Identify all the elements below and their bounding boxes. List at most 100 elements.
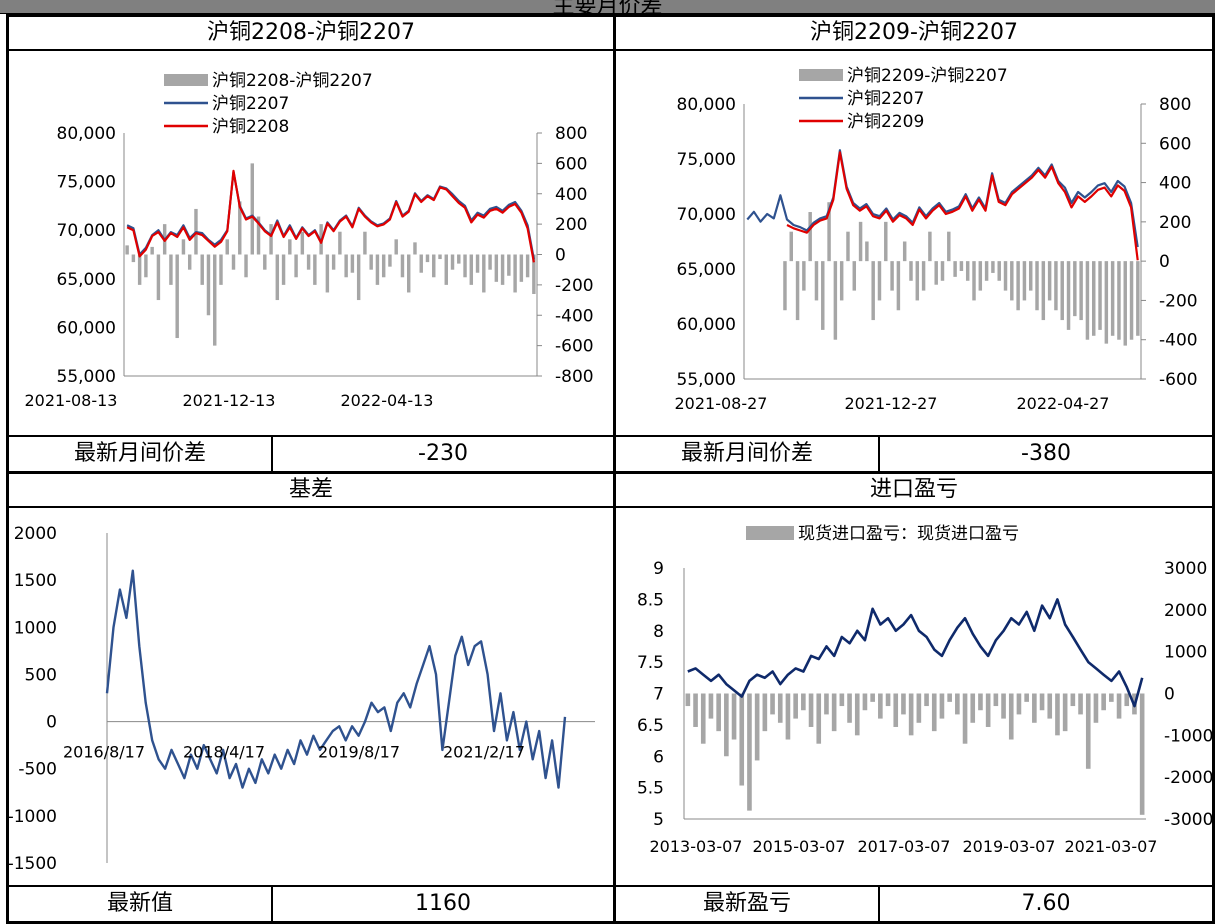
y-right-tick-label: 800 bbox=[1159, 95, 1191, 115]
bar-0-57 bbox=[1104, 261, 1109, 344]
bar-0-0 bbox=[685, 693, 691, 707]
y-right-tick-label: -600 bbox=[1159, 370, 1198, 390]
bar-0-51 bbox=[444, 254, 448, 285]
y-tick-label: 1500 bbox=[14, 571, 57, 591]
bar-0-35 bbox=[344, 254, 348, 278]
bar-0-12 bbox=[777, 693, 783, 723]
bar-0-62 bbox=[1136, 261, 1140, 336]
bar-0-28 bbox=[921, 261, 926, 291]
bar-0-65 bbox=[532, 254, 536, 294]
bar-0-3 bbox=[708, 693, 714, 719]
bar-0-4 bbox=[150, 246, 154, 255]
legend-swatch-bar bbox=[164, 74, 208, 86]
y-right-tick-label: -400 bbox=[555, 306, 594, 326]
y-right-tick-label: -600 bbox=[555, 337, 594, 357]
footer-value: -230 bbox=[418, 441, 468, 466]
y-tick-label: 1000 bbox=[14, 618, 57, 638]
panel-import-profit: 进口盈亏 9 8.5 8 7.5 7 6.5 6 5.5 5 3000 2000 1000 0 -1000… bbox=[613, 471, 1215, 924]
bar-0-35 bbox=[965, 261, 970, 281]
bar-0-41 bbox=[1003, 261, 1008, 291]
bar-0-13 bbox=[785, 693, 791, 740]
x-tick-label: 2022-04-13 bbox=[341, 391, 434, 410]
bar-0-1 bbox=[693, 693, 698, 727]
bar-0-36 bbox=[972, 261, 976, 301]
bar-0-22 bbox=[263, 254, 267, 270]
x-tick-label: 2017-03-07 bbox=[858, 837, 951, 856]
bar-0-51 bbox=[1066, 261, 1071, 330]
bar-0-50 bbox=[1060, 261, 1064, 321]
legend-label: 现货进口盈亏：现货进口盈亏 bbox=[798, 524, 1019, 544]
bar-0-1 bbox=[131, 254, 136, 263]
bar-0-37 bbox=[356, 254, 361, 301]
legend-label: 沪铜2209 bbox=[847, 112, 924, 132]
bar-0-33 bbox=[953, 261, 957, 277]
x-tick-label: 2016/8/17 bbox=[63, 743, 145, 762]
y-left-tick-label: 70,000 bbox=[57, 221, 116, 241]
bar-0-50 bbox=[1070, 693, 1076, 707]
header-bar: 主要月价差 bbox=[0, 0, 1215, 14]
bar-0-56 bbox=[1098, 261, 1102, 330]
bar-0-44 bbox=[1024, 693, 1029, 702]
y-tick-label: -1000 bbox=[9, 807, 57, 827]
y-left-tick-label: 8.5 bbox=[637, 590, 664, 610]
footer-label: 最新月间价差 bbox=[9, 437, 273, 471]
y-left-tick-label: 55,000 bbox=[677, 370, 736, 390]
chart-area: 80,000 75,000 70,000 65,000 60,000 55,000 800 6… bbox=[616, 51, 1212, 435]
bar-0-6 bbox=[783, 261, 787, 311]
bar-0-24 bbox=[275, 254, 280, 301]
bar-0-18 bbox=[858, 221, 863, 262]
chart-area: 9 8.5 8 7.5 7 6.5 6 5.5 5 3000 2000 1000 0 -1000 -2000… bbox=[616, 508, 1212, 885]
bar-0-38 bbox=[363, 231, 367, 255]
footer-row: 最新值 1160 bbox=[9, 885, 613, 921]
series-line-2 bbox=[786, 151, 1139, 261]
y-right-tick-label: 0 bbox=[1159, 252, 1170, 272]
y-tick-label: 500 bbox=[25, 665, 57, 685]
bar-0-40 bbox=[993, 693, 999, 707]
bar-0-26 bbox=[288, 239, 292, 255]
bar-0-49 bbox=[1054, 261, 1058, 311]
bar-0-32 bbox=[325, 254, 330, 293]
y-left-tick-label: 75,000 bbox=[57, 173, 116, 193]
bar-0-22 bbox=[884, 221, 888, 262]
bar-0-44 bbox=[1022, 261, 1027, 301]
bar-0-18 bbox=[824, 693, 829, 715]
panel-title: 基差 bbox=[9, 474, 613, 508]
bar-0-23 bbox=[862, 693, 868, 711]
footer-row: 最新盈亏 7.60 bbox=[616, 885, 1212, 921]
legend-label: 沪铜2207 bbox=[212, 94, 289, 114]
bar-0-51 bbox=[1078, 693, 1083, 715]
y-right-tick-label: 800 bbox=[555, 124, 587, 144]
bar-0-14 bbox=[833, 261, 838, 340]
y-left-tick-label: 60,000 bbox=[57, 318, 116, 338]
bar-0-5 bbox=[156, 254, 161, 301]
bar-0-14 bbox=[793, 693, 798, 719]
bar-0-31 bbox=[940, 261, 945, 281]
footer-label: 最新月间价差 bbox=[616, 437, 880, 471]
chart-svg: 9 8.5 8 7.5 7 6.5 6 5.5 5 3000 2000 1000 0 -1000 -2000… bbox=[637, 524, 1212, 856]
bar-0-43 bbox=[394, 239, 398, 255]
bar-0-56 bbox=[1116, 693, 1122, 719]
bar-0-48 bbox=[1055, 693, 1060, 736]
y-right-tick-label: 200 bbox=[555, 215, 587, 235]
y-left-tick-label: 5.5 bbox=[637, 779, 664, 799]
bar-0-52 bbox=[1085, 693, 1091, 769]
y-left-tick-label: 9 bbox=[653, 559, 664, 579]
bar-0-9 bbox=[181, 239, 186, 255]
bar-0-48 bbox=[425, 254, 430, 263]
bar-0-38 bbox=[984, 261, 989, 281]
panel-basis: 基差 2000 1500 1000 500 0 -500 -1000 -1500 2016/8/… bbox=[6, 471, 616, 924]
bar-0-15 bbox=[839, 261, 844, 301]
bar-0-4 bbox=[716, 693, 721, 732]
bar-0-56 bbox=[475, 254, 480, 273]
y-right-tick-label: 0 bbox=[555, 246, 566, 266]
bar-0-48 bbox=[1047, 261, 1052, 301]
bar-0-52 bbox=[1073, 261, 1077, 317]
bar-0-12 bbox=[200, 254, 204, 285]
bar-0-14 bbox=[213, 254, 217, 346]
panel-spread-2209-2207: 沪铜2209-沪铜2207 80,000 75,000 70,000 65,000 60… bbox=[613, 14, 1215, 474]
bar-0-53 bbox=[1093, 693, 1099, 723]
bar-0-62 bbox=[513, 254, 517, 293]
series-line-1 bbox=[687, 598, 1144, 708]
bar-0-30 bbox=[934, 261, 938, 285]
footer-value: -380 bbox=[1021, 441, 1071, 466]
